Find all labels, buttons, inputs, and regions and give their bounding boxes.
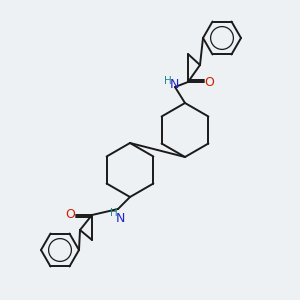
Text: H: H	[110, 208, 118, 218]
Text: N: N	[115, 212, 125, 224]
Text: N: N	[169, 77, 179, 91]
Text: O: O	[204, 76, 214, 88]
Text: O: O	[65, 208, 75, 221]
Text: H: H	[164, 76, 172, 86]
